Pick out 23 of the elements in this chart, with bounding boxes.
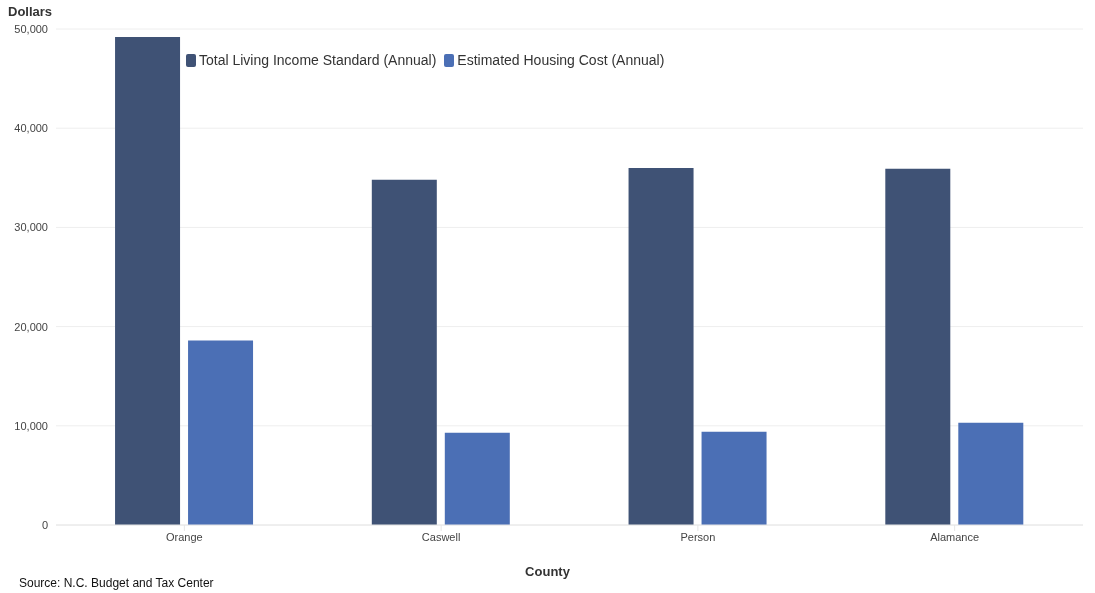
bar bbox=[188, 340, 254, 525]
bar bbox=[628, 167, 694, 525]
x-tick-label: Orange bbox=[166, 530, 203, 543]
x-tick-label: Alamance bbox=[930, 530, 980, 543]
source-note: Source: N.C. Budget and Tax Center bbox=[19, 576, 214, 590]
bar bbox=[115, 36, 181, 525]
bar bbox=[701, 431, 767, 525]
y-axis-title: Dollars bbox=[8, 4, 53, 19]
bar bbox=[444, 432, 510, 525]
y-tick-label: 50,000 bbox=[14, 22, 48, 35]
bar bbox=[885, 168, 951, 525]
bar bbox=[371, 179, 437, 525]
legend-label: Total Living Income Standard (Annual) bbox=[199, 52, 437, 68]
y-tick-label: 0 bbox=[41, 518, 48, 531]
bar bbox=[958, 422, 1024, 525]
x-axis-title: County bbox=[525, 564, 570, 579]
y-tick-label: 40,000 bbox=[14, 122, 48, 135]
legend-label: Estimated Housing Cost (Annual) bbox=[457, 52, 665, 68]
y-tick-label: 20,000 bbox=[14, 320, 48, 333]
y-tick-label: 30,000 bbox=[14, 221, 48, 234]
x-tick-label: Caswell bbox=[421, 530, 461, 543]
x-tick-label: Person bbox=[680, 530, 716, 543]
y-tick-label: 10,000 bbox=[14, 419, 48, 432]
